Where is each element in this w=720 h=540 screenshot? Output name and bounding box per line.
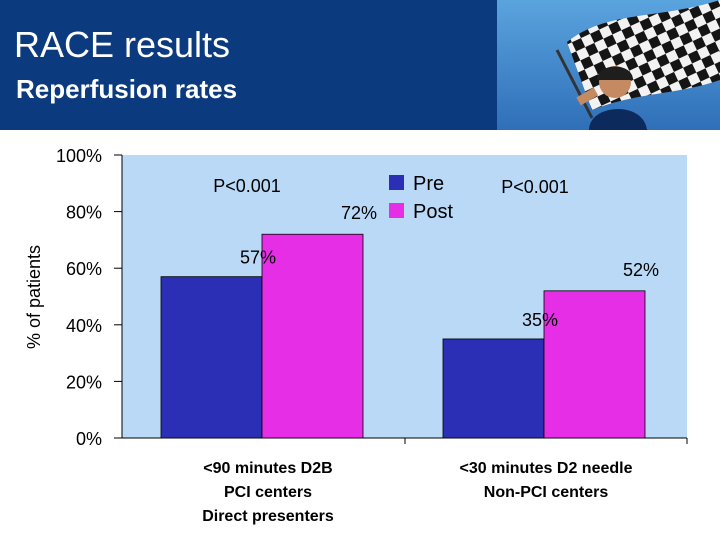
- slide-subtitle: Reperfusion rates: [16, 74, 238, 104]
- p-value-right: P<0.001: [501, 177, 569, 197]
- legend-label-pre: Pre: [413, 173, 444, 195]
- category-1-line-2: PCI centers: [223, 484, 313, 501]
- category-label-2: <30 minutes D2 needle Non-PCI centers: [414, 457, 678, 505]
- checkered-flag-photo: [497, 0, 720, 130]
- y-axis-label: % of patients: [24, 245, 44, 349]
- slide-title: RACE results: [14, 24, 231, 65]
- category-1-line-3: Direct presenters: [202, 508, 334, 525]
- bar-post-1: [261, 233, 364, 439]
- header-band: RACE results Reperfusion rates: [0, 0, 720, 130]
- y-tick-label: 40%: [66, 316, 102, 336]
- bar-pre-2: [442, 338, 545, 439]
- p-value-left: P<0.001: [213, 176, 281, 196]
- legend-swatch-pre: [389, 175, 404, 190]
- y-tick-label: 60%: [66, 259, 102, 279]
- category-1-line-1: <90 minutes D2B: [203, 460, 333, 477]
- bar-post-2: [543, 290, 646, 439]
- category-2-line-1: <30 minutes D2 needle: [459, 460, 633, 477]
- y-tick-label: 20%: [66, 372, 102, 392]
- legend-label-post: Post: [413, 201, 453, 223]
- data-label-pre-2: 35%: [522, 310, 558, 330]
- category-label-1: <90 minutes D2B PCI centers Direct prese…: [148, 457, 388, 529]
- category-2-line-2: Non-PCI centers: [483, 484, 609, 501]
- data-label-post-2: 52%: [623, 260, 659, 280]
- data-label-post-1: 72%: [341, 203, 377, 223]
- y-tick-label: 80%: [66, 203, 102, 223]
- y-tick-label: 0%: [76, 429, 102, 449]
- data-label-pre-1: 57%: [240, 248, 276, 268]
- y-tick-label: 100%: [56, 146, 102, 166]
- legend-swatch-post: [389, 203, 404, 218]
- bar-pre-1: [160, 276, 263, 439]
